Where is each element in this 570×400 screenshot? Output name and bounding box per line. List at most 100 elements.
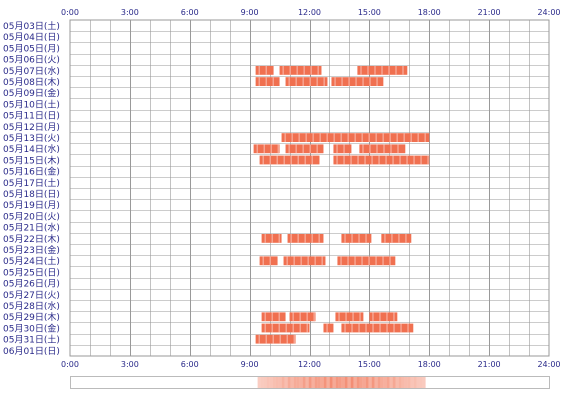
summary-cell (335, 377, 339, 388)
activity-segment (285, 144, 324, 154)
segment-streak (383, 144, 385, 154)
segment-rect (285, 77, 328, 86)
activity-segment (279, 66, 322, 75)
summary-cell (359, 377, 363, 388)
segment-streak (364, 155, 366, 165)
segment-streak (341, 77, 343, 86)
segment-streak (271, 234, 273, 243)
summary-cell (302, 377, 306, 388)
segment-streak (362, 77, 364, 86)
summary-cell (362, 377, 366, 388)
segment-streak (372, 312, 374, 322)
segment-streak (392, 155, 394, 165)
summary-cell (380, 377, 384, 388)
segment-streak (352, 312, 354, 322)
summary-cell (374, 377, 378, 388)
row-label: 05月08日(木) (3, 76, 60, 88)
segment-streak (374, 66, 376, 75)
summary-cell (419, 377, 423, 388)
activity-segment (261, 312, 286, 322)
summary-cell (386, 377, 390, 388)
summary-bar (70, 376, 550, 389)
segment-rect (369, 312, 398, 322)
summary-cell (305, 377, 309, 388)
segment-streak (286, 256, 288, 266)
activity-segment (333, 144, 352, 154)
segment-streak (271, 312, 273, 322)
segment-streak (295, 144, 297, 154)
segment-streak (390, 144, 392, 154)
x-tick-bottom: 0:00 (61, 360, 79, 369)
segment-streak (389, 133, 391, 142)
segment-streak (382, 256, 384, 266)
segment-streak (340, 256, 342, 266)
segment-rect (255, 77, 280, 86)
segment-streak (290, 234, 292, 243)
summary-cell (350, 377, 354, 388)
segment-streak (311, 234, 313, 243)
summary-cell (392, 377, 396, 388)
x-tick-bottom: 12:00 (298, 360, 321, 369)
segment-streak (263, 144, 265, 154)
row-label: 05月09日(金) (3, 87, 60, 99)
summary-cell (401, 377, 405, 388)
x-tick-bottom: 3:00 (121, 360, 139, 369)
segment-streak (336, 144, 338, 154)
segment-streak (292, 323, 294, 333)
summary-cell (341, 377, 345, 388)
x-tick-top: 18:00 (418, 8, 441, 17)
segment-streak (314, 256, 316, 266)
summary-cell (296, 377, 300, 388)
row-label: 05月23日(金) (3, 244, 60, 256)
row-label: 05月19日(月) (3, 200, 60, 211)
segment-streak (303, 66, 305, 75)
segment-streak (265, 77, 267, 86)
x-tick-top: 21:00 (478, 8, 501, 17)
segment-streak (396, 133, 398, 142)
row-label: 05月22日(木) (3, 233, 60, 245)
activity-segment (331, 77, 384, 86)
row-label: 05月10日(土) (3, 98, 60, 110)
segment-streak (297, 155, 299, 165)
x-tick-top: 15:00 (358, 8, 381, 17)
row-label: 05月05日(月) (3, 43, 60, 54)
segment-streak (264, 234, 266, 243)
summary-cell (356, 377, 360, 388)
segment-streak (316, 77, 318, 86)
segment-streak (355, 77, 357, 86)
row-label: 06月01日(日) (3, 346, 60, 357)
segment-rect (255, 66, 274, 75)
summary-cell (398, 377, 402, 388)
segment-streak (302, 77, 304, 86)
segment-rect (331, 77, 384, 86)
segment-streak (272, 334, 274, 344)
summary-cell (299, 377, 303, 388)
summary-cell (353, 377, 357, 388)
segment-streak (269, 155, 271, 165)
segment-streak (427, 155, 429, 165)
x-tick-top: 12:00 (298, 8, 321, 17)
segment-streak (388, 66, 390, 75)
segment-streak (369, 77, 371, 86)
segment-streak (399, 155, 401, 165)
row-label: 05月30日(金) (3, 322, 60, 334)
summary-cell (308, 377, 312, 388)
segment-streak (344, 234, 346, 243)
activity-segment (255, 66, 274, 75)
row-label: 05月20日(火) (3, 211, 60, 222)
x-tick-bottom: 24:00 (537, 360, 560, 369)
row-label: 05月12日(月) (3, 122, 60, 133)
segment-streak (375, 256, 377, 266)
segment-streak (417, 133, 419, 142)
segment-streak (391, 234, 393, 243)
row-label: 05月27日(火) (3, 290, 60, 301)
row-label: 05月24日(土) (3, 255, 60, 267)
segment-streak (307, 256, 309, 266)
segment-streak (368, 133, 370, 142)
x-tick-bottom: 15:00 (358, 360, 381, 369)
segment-streak (351, 323, 353, 333)
segment-streak (386, 312, 388, 322)
segment-streak (376, 77, 378, 86)
segment-streak (306, 323, 308, 333)
row-label: 05月29日(木) (3, 311, 60, 323)
